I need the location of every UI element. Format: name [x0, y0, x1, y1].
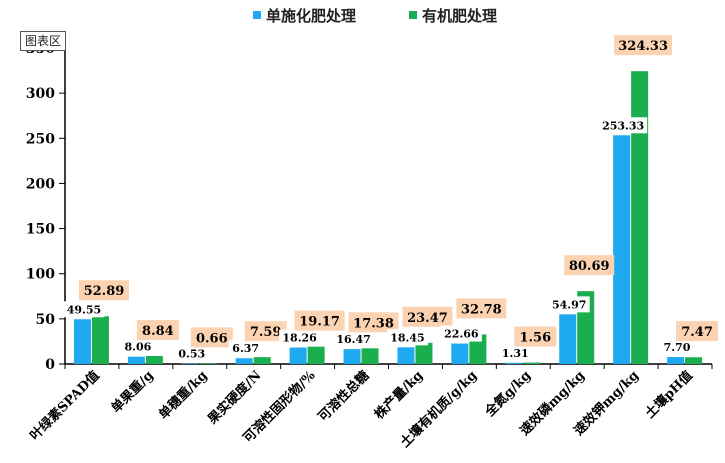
value-label-series-2: 1.56: [519, 331, 551, 346]
axes: 050100150200250300350: [26, 41, 713, 373]
y-tick-label: 150: [26, 222, 55, 238]
value-label-series-1: 18.45: [390, 331, 424, 344]
value-label-series-1: 18.26: [282, 332, 317, 345]
value-label-series-2: 7.59: [250, 325, 282, 340]
value-label-series-2: 52.89: [84, 284, 125, 299]
bar-series-1: [451, 343, 469, 364]
value-label-bg-series-1: [63, 301, 105, 318]
bar-series-1: [613, 135, 631, 364]
legend-swatch-series-1: [253, 11, 261, 19]
legend: 单施化肥处理 有机肥处理: [253, 7, 497, 25]
bar-series-2: [307, 346, 325, 364]
value-label-series-2: 0.66: [196, 331, 228, 346]
x-category-label: 株产量/kg: [371, 368, 426, 423]
legend-swatch-series-2: [409, 11, 417, 19]
value-label-bg-series-1: [440, 325, 482, 342]
value-label-bg-series-2: [78, 280, 129, 301]
value-label-series-1: 49.55: [67, 303, 101, 316]
value-label-bg-series-2: [514, 326, 557, 347]
x-category-label: 果实硬度/N: [204, 367, 265, 428]
bar-series-2: [145, 356, 163, 364]
value-label-bg-series-2: [456, 298, 507, 319]
value-label-bg-series-2: [294, 310, 345, 331]
value-label-series-1: 54.97: [552, 298, 586, 311]
value-label-series-2: 324.33: [618, 39, 668, 54]
value-label-bg-series-1: [498, 344, 533, 361]
x-category-label: 单果重/g: [108, 368, 157, 417]
value-label-series-1: 0.53: [178, 348, 205, 361]
y-tick-label: 100: [26, 267, 55, 283]
value-label-bg-series-2: [190, 327, 233, 348]
bar-series-2: [523, 362, 541, 364]
x-category-label: 可溶性总糖: [315, 368, 372, 425]
bar-series-2: [361, 348, 379, 364]
value-label-series-2: 19.17: [299, 315, 340, 330]
bar-series-2: [415, 342, 433, 364]
bar-series-1: [127, 356, 145, 364]
y-tick-label: 0: [45, 357, 55, 373]
bar-series-1: [235, 358, 253, 364]
value-label-series-1: 7.70: [664, 341, 691, 354]
x-category-label: 全氮g/kg: [481, 368, 534, 421]
value-label-bg-series-1: [228, 340, 263, 357]
bar-series-1: [343, 349, 361, 364]
y-tick-label: 300: [26, 86, 55, 102]
y-tick-label: 200: [26, 176, 55, 192]
bar-series-2: [631, 71, 649, 365]
y-tick-label: 50: [36, 312, 56, 328]
value-label-bg-series-2: [402, 306, 453, 327]
bar-series-1: [667, 357, 685, 364]
value-label-series-1: 22.66: [444, 328, 479, 341]
value-label-bg-series-1: [548, 296, 590, 313]
bars: [73, 71, 703, 365]
bar-series-2: [199, 363, 217, 364]
value-label-bg-series-1: [599, 117, 648, 134]
value-label-series-1: 253.33: [602, 119, 644, 132]
value-label-bg-series-2: [348, 312, 399, 333]
bar-series-1: [289, 347, 307, 364]
bar-series-2: [469, 334, 487, 364]
value-label-series-1: 6.37: [232, 342, 259, 355]
legend-label-series-1: 单施化肥处理: [266, 7, 356, 25]
value-label-bg-series-2: [676, 321, 719, 342]
value-label-series-2: 7.47: [681, 325, 713, 340]
bar-series-1: [181, 363, 199, 365]
value-label-bg-series-1: [333, 331, 375, 348]
x-category-label: 叶绿素SPAD值: [27, 368, 103, 444]
value-label-bg-series-1: [120, 338, 155, 355]
bar-series-1: [73, 319, 91, 364]
value-label-bg-series-2: [244, 321, 287, 342]
bar-series-1: [559, 314, 577, 364]
value-label-series-2: 17.38: [353, 316, 394, 331]
value-label-bg-series-2: [136, 320, 179, 341]
x-category-label: 单穗重/kg: [156, 368, 211, 423]
bar-series-2: [91, 316, 109, 364]
chart-area-tag[interactable]: 图表区: [20, 31, 67, 51]
value-label-bg-series-1: [386, 329, 428, 346]
legend-label-series-2: 有机肥处理: [422, 7, 497, 25]
y-tick-label: 250: [26, 131, 55, 147]
value-label-series-1: 8.06: [124, 341, 151, 354]
value-label-series-2: 8.84: [142, 324, 174, 339]
bar-series-2: [685, 357, 703, 364]
x-category-label: 土壤pH值: [642, 368, 696, 422]
value-label-bg-series-1: [660, 339, 695, 356]
value-labels: 49.55 52.89 8.06 8.84 0.53 0.66 6.37 7.59 18.26 1…: [63, 35, 719, 362]
value-label-bg-series-2: [564, 255, 615, 276]
bar-series-1: [397, 347, 415, 364]
value-label-series-2: 23.47: [407, 311, 448, 326]
value-label-bg-series-1: [174, 345, 209, 362]
value-label-bg-series-2: [614, 35, 673, 56]
value-label-series-1: 16.47: [336, 333, 370, 346]
value-label-bg-series-1: [279, 329, 321, 346]
bar-series-1: [505, 362, 523, 364]
value-label-series-1: 1.31: [502, 347, 529, 360]
bar-series-2: [253, 357, 271, 364]
value-label-series-2: 32.78: [461, 302, 502, 317]
value-label-series-2: 80.69: [569, 259, 610, 274]
